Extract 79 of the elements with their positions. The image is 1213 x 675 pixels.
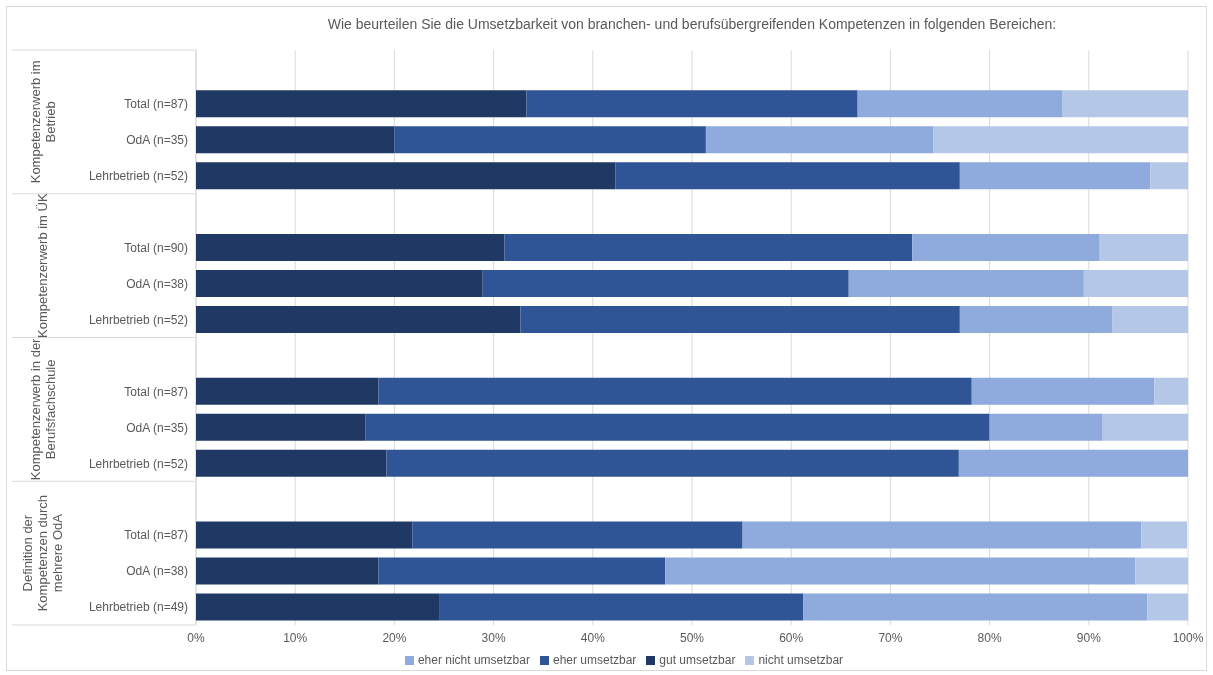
bar [615,162,960,190]
bar [958,449,1188,477]
bar [386,449,959,477]
bar [959,305,1113,333]
bar [504,234,913,261]
x-tick-label: 0% [187,630,205,645]
y-tick-label: Total (n=87) [124,528,188,543]
bar [1154,377,1188,405]
bar [803,593,1148,621]
text: Kompetenzerwerb im Betrieb [27,60,58,184]
bar [378,557,666,585]
bar [1062,90,1188,118]
bar [848,269,1084,297]
y-tick-label: Lehrbetrieb (n=52) [88,456,188,471]
x-tick-label: 60% [779,630,804,645]
bar [1141,521,1188,549]
chart-title: Wie beurteilen Sie die Umsetzbarkeit von branchen- und berufsübergreifenden Kompetenzen in folgenden Bereichen: [326,16,1058,32]
bar [971,377,1155,405]
bar [394,126,706,154]
bar [196,449,387,477]
text: Kompetenzerwerb im ÜK [35,193,50,338]
bar [1099,234,1188,261]
bar [365,413,990,441]
x-tick-label: 20% [382,630,407,645]
bar [989,413,1103,441]
bar [912,234,1100,261]
legend-label: gut umsetzbar [659,653,736,667]
y-tick-label: Total (n=90) [124,240,188,255]
bar [196,413,366,441]
y-tick-label: Lehrbetrieb (n=52) [88,169,188,184]
x-tick-label: 70% [878,630,903,645]
bar [196,90,527,118]
bar [196,593,440,621]
bar [1147,593,1188,621]
x-tick-label: 40% [580,630,606,645]
bar [196,126,395,154]
bar [412,521,743,549]
bar [1102,413,1188,441]
bar [196,557,379,585]
bar [526,90,858,118]
y-tick-label: Total (n=87) [124,384,188,399]
y-tick-label: Lehrbetrieb (n=52) [88,312,188,327]
y-tick-label: Total (n=87) [124,97,188,112]
bar [196,377,379,405]
bar [1135,557,1188,585]
bar [1112,305,1188,333]
bar [705,126,934,154]
y-tick-label: Lehrbetrieb (n=49) [88,600,188,615]
bar [933,126,1188,154]
legend-label: eher nicht umsetzbar [417,653,530,667]
bar [439,593,804,621]
text: Kompetenzerwerb in der Berufsfachschule [27,337,58,481]
x-tick-label: 10% [283,630,308,645]
y-tick-label: OdA (n=38) [126,276,188,291]
bar [1083,269,1188,297]
bar [520,305,960,333]
text: Definition der Kompetenzen durch mehrere OdA [20,494,65,612]
bar [742,521,1142,549]
x-tick-label: 80% [977,630,1002,645]
bar [196,305,521,333]
bar [196,521,413,549]
bar [1150,162,1188,190]
bar [665,557,1136,585]
bar [196,269,483,297]
bar [196,162,616,190]
bar [378,377,972,405]
x-tick-label: 100% [1172,630,1204,645]
y-tick-label: OdA (n=35) [126,133,188,148]
x-tick-label: 90% [1076,630,1102,645]
y-tick-label: OdA (n=35) [126,420,188,435]
y-tick-label: OdA (n=38) [126,564,188,579]
x-tick-label: 30% [481,630,506,645]
legend-label: nicht umsetzbar [758,653,844,667]
bar [482,269,849,297]
bar [959,162,1151,190]
x-tick-label: 50% [679,630,705,645]
bar [857,90,1063,118]
legend-label: eher umsetzbar [552,653,637,667]
bar [196,234,505,261]
